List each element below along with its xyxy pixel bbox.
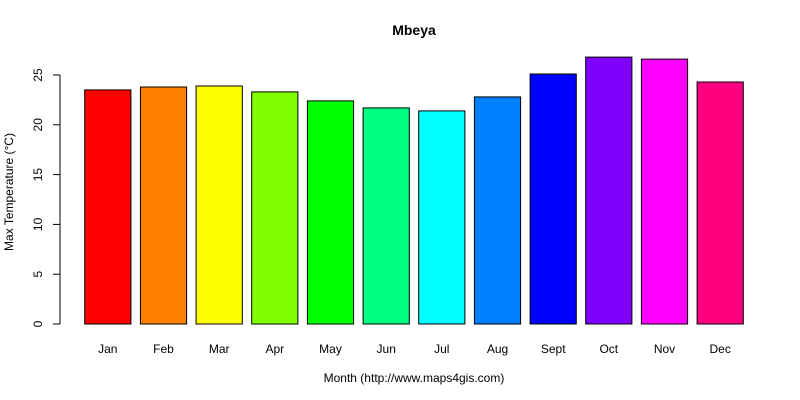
bar-apr — [251, 91, 299, 325]
bar-nov — [640, 58, 689, 325]
bar-aug — [473, 96, 522, 325]
bar-mar — [195, 85, 243, 325]
bar-oct — [585, 56, 633, 325]
bar-feb — [139, 86, 188, 325]
y-tick-label: 5 — [31, 271, 45, 278]
bar-jul — [418, 110, 466, 325]
y-tick-label: 20 — [31, 118, 45, 132]
chart-title: Mbeya — [392, 22, 436, 38]
x-tick-label: Jan — [98, 342, 117, 356]
x-axis-tick-labels: Jan Feb Mar Apr May Jun Jul Aug Sept Oct Nov Dec — [98, 342, 731, 356]
x-tick-label: May — [319, 342, 342, 356]
x-axis-label: Month (http://www.maps4gis.com) — [324, 371, 505, 385]
x-tick-label: Feb — [153, 342, 174, 356]
x-tick-label: Jun — [377, 342, 396, 356]
bar-jun — [362, 107, 410, 325]
y-tick-label: 15 — [31, 168, 45, 182]
x-tick-label: Mar — [209, 342, 230, 356]
bar-sept — [529, 73, 577, 325]
bars-group — [84, 56, 744, 325]
y-tick-label: 10 — [31, 217, 45, 231]
x-tick-label: Dec — [710, 342, 731, 356]
y-axis: 0 5 10 15 20 25 — [31, 68, 61, 327]
x-tick-label: Jul — [434, 342, 449, 356]
y-tick-label: 0 — [31, 320, 45, 327]
bar-dec — [696, 81, 744, 325]
bar-may — [306, 100, 355, 325]
x-tick-label: Oct — [599, 342, 618, 356]
y-tick-label: 25 — [31, 68, 45, 82]
y-axis-label: Max Temperature (°C) — [2, 133, 16, 251]
bar-jan — [84, 89, 132, 325]
x-tick-label: Nov — [654, 342, 675, 356]
x-tick-label: Sept — [541, 342, 566, 356]
x-tick-label: Apr — [265, 342, 284, 356]
x-tick-label: Aug — [487, 342, 508, 356]
